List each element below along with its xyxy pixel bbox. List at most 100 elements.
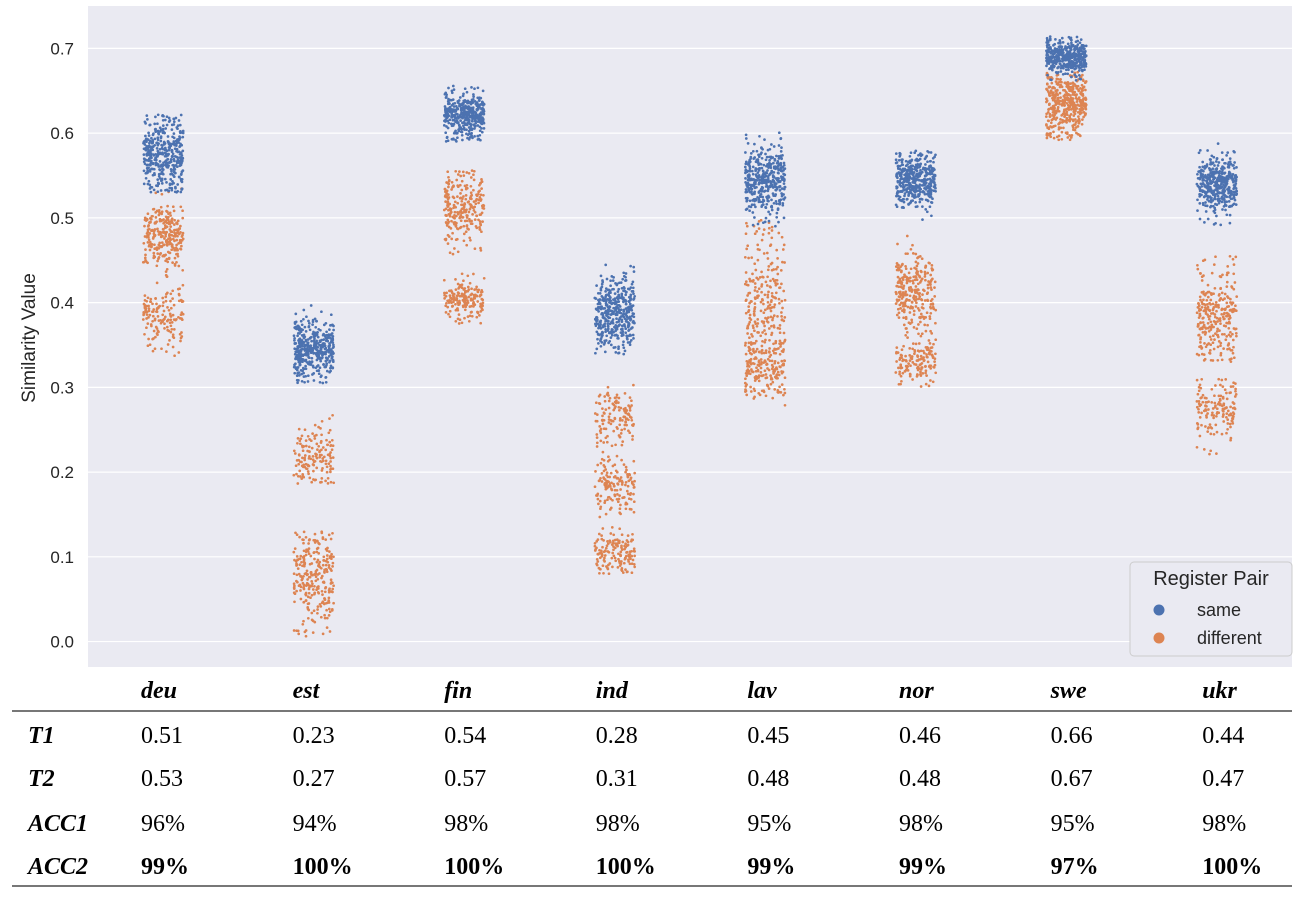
point-different-fin — [447, 196, 451, 199]
point-different-nor — [917, 323, 920, 326]
point-different-est — [302, 600, 306, 604]
point-different-est — [315, 550, 319, 554]
point-different-ind — [609, 419, 613, 422]
point-same-fin — [470, 98, 474, 102]
point-different-ind — [630, 418, 634, 422]
point-different-deu — [168, 240, 172, 243]
point-different-ukr — [1229, 360, 1233, 363]
point-same-deu — [173, 170, 176, 174]
point-same-est — [295, 378, 299, 382]
point-different-deu — [156, 227, 159, 231]
point-different-swe — [1078, 133, 1081, 137]
point-different-est — [332, 584, 335, 588]
point-different-swe — [1054, 101, 1058, 105]
point-different-ind — [626, 492, 630, 496]
point-different-ind — [604, 512, 608, 516]
point-same-est — [307, 356, 311, 360]
point-different-fin — [457, 322, 461, 325]
point-different-ukr — [1213, 405, 1217, 409]
point-different-nor — [914, 267, 918, 271]
point-same-deu — [143, 162, 147, 166]
point-different-deu — [169, 314, 172, 317]
point-different-ukr — [1232, 263, 1236, 266]
point-same-ind — [595, 330, 599, 334]
point-same-est — [318, 357, 322, 360]
point-same-ind — [606, 310, 610, 314]
point-different-lav — [758, 363, 761, 366]
point-same-deu — [177, 141, 180, 144]
point-different-deu — [181, 233, 184, 237]
point-different-ind — [602, 477, 606, 480]
point-same-ind — [624, 327, 628, 331]
point-different-ukr — [1201, 400, 1205, 404]
point-different-fin — [470, 314, 474, 318]
point-same-est — [315, 348, 319, 352]
point-same-deu — [144, 134, 147, 138]
point-different-lav — [783, 376, 787, 380]
point-different-est — [305, 581, 309, 585]
point-different-nor — [914, 285, 918, 288]
point-same-fin — [447, 114, 451, 118]
point-same-est — [313, 341, 316, 345]
point-different-nor — [897, 291, 901, 294]
point-different-ind — [600, 534, 603, 537]
point-different-swe — [1081, 94, 1085, 97]
point-different-lav — [744, 385, 748, 388]
point-different-ind — [614, 469, 618, 473]
point-different-swe — [1063, 114, 1067, 118]
point-same-fin — [444, 111, 448, 115]
point-different-ind — [613, 493, 617, 497]
point-different-lav — [760, 374, 764, 378]
point-different-ukr — [1222, 324, 1226, 328]
point-different-fin — [459, 225, 463, 229]
point-different-lav — [755, 366, 758, 370]
point-different-est — [304, 629, 308, 632]
point-different-lav — [760, 238, 764, 242]
point-different-lav — [775, 248, 779, 252]
point-different-est — [301, 581, 305, 585]
point-different-deu — [171, 313, 175, 317]
point-different-ukr — [1195, 311, 1199, 315]
point-different-swe — [1071, 101, 1075, 105]
point-same-ind — [595, 347, 599, 351]
point-different-est — [313, 532, 317, 536]
point-different-nor — [933, 280, 937, 284]
point-same-fin — [475, 113, 479, 117]
point-different-lav — [747, 310, 750, 314]
point-same-deu — [142, 182, 146, 186]
point-different-fin — [451, 252, 455, 256]
point-different-deu — [172, 328, 176, 331]
point-different-nor — [928, 315, 932, 318]
point-same-fin — [475, 108, 479, 112]
point-different-ind — [619, 562, 623, 566]
point-different-nor — [906, 305, 910, 309]
point-different-est — [313, 584, 316, 588]
point-different-ukr — [1235, 334, 1238, 338]
point-different-lav — [770, 294, 774, 298]
point-different-ind — [605, 544, 609, 548]
point-different-ukr — [1216, 333, 1220, 337]
point-same-ind — [601, 331, 604, 334]
point-different-lav — [760, 298, 764, 301]
point-different-lav — [756, 258, 760, 262]
point-different-deu — [152, 254, 156, 258]
point-different-ukr — [1200, 346, 1204, 350]
point-different-ukr — [1205, 416, 1208, 419]
point-different-swe — [1056, 109, 1059, 112]
point-different-ukr — [1199, 308, 1203, 312]
point-different-swe — [1049, 132, 1052, 135]
point-different-swe — [1055, 88, 1059, 92]
point-different-est — [331, 531, 334, 535]
point-different-ind — [614, 559, 618, 563]
point-same-est — [329, 313, 333, 317]
point-same-est — [295, 353, 298, 357]
point-same-fin — [476, 138, 480, 141]
point-different-deu — [176, 234, 179, 238]
point-different-deu — [179, 339, 182, 343]
point-different-ind — [605, 471, 609, 475]
point-different-lav — [757, 375, 761, 379]
point-different-swe — [1065, 121, 1068, 124]
point-same-fin — [462, 92, 465, 96]
point-different-lav — [748, 320, 752, 324]
point-different-nor — [928, 317, 932, 321]
